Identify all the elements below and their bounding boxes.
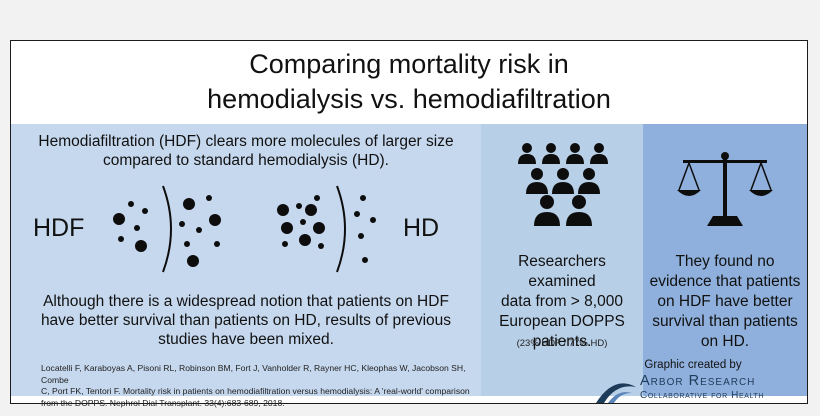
molecule-dot bbox=[206, 195, 212, 201]
study-split-note: (23% HDF / 77% HD) bbox=[516, 338, 608, 349]
molecule-dot bbox=[299, 234, 311, 246]
molecule-dot bbox=[300, 219, 306, 225]
title-line-2: hemodialysis vs. hemodiafiltration bbox=[207, 84, 611, 114]
citation-line-3: from the DOPPS. Nephrol Dial Transplant.… bbox=[41, 397, 285, 408]
findings-line-2: evidence that patients bbox=[649, 273, 801, 290]
molecule-dot bbox=[209, 214, 221, 226]
outro-line-3: studies have been mixed. bbox=[158, 331, 334, 348]
molecule-dot bbox=[118, 236, 124, 242]
molecule-dot bbox=[318, 243, 324, 249]
molecule-dot bbox=[362, 257, 368, 263]
arbor-research-logo: Arbor Research Collaborative for Health bbox=[594, 373, 794, 403]
molecule-dot bbox=[370, 217, 376, 223]
hd-molecule-diagram bbox=[269, 184, 389, 274]
study-line-2: data from > 8,000 bbox=[501, 293, 623, 310]
outro-line-2: have better survival than patients on HD… bbox=[40, 312, 452, 329]
intro-line-2: compared to standard hemodialysis (HD). bbox=[102, 152, 389, 169]
logo-org-name: Arbor Research bbox=[640, 373, 756, 389]
molecule-dot bbox=[214, 241, 220, 247]
molecule-dot bbox=[360, 195, 366, 201]
outro-text: Although there is a widespread notion th… bbox=[11, 292, 481, 349]
findings-line-1: They found no bbox=[675, 253, 775, 270]
study-data-panel: Researchers examined data from > 8,000 E… bbox=[481, 124, 643, 396]
study-description: Researchers examined data from > 8,000 E… bbox=[485, 252, 639, 352]
molecule-dot bbox=[135, 240, 147, 252]
molecule-dot bbox=[281, 222, 293, 234]
intro-text: Hemodiafiltration (HDF) clears more mole… bbox=[11, 132, 481, 170]
infographic-frame: Comparing mortality risk in hemodialysis… bbox=[10, 40, 808, 408]
citation: Locatelli F, Karaboyas A, Pisoni RL, Rob… bbox=[41, 363, 471, 409]
molecule-dot bbox=[113, 213, 125, 225]
molecule-dot bbox=[196, 227, 202, 233]
molecule-dot bbox=[183, 198, 195, 210]
people-group-icon bbox=[515, 140, 611, 237]
findings-line-3: on HDF have better bbox=[657, 293, 793, 310]
molecule-dot bbox=[282, 241, 288, 247]
findings-line-5: on HD. bbox=[700, 333, 750, 350]
arc-logo-icon bbox=[596, 383, 636, 403]
molecule-dot bbox=[314, 195, 320, 201]
membrane-line bbox=[336, 185, 346, 273]
citation-line-1: Locatelli F, Karaboyas A, Pisoni RL, Rob… bbox=[41, 363, 466, 385]
balance-scale-icon bbox=[677, 150, 773, 235]
main-panel: Hemodiafiltration (HDF) clears more mole… bbox=[11, 124, 481, 396]
citation-line-2: C, Port FK, Tentori F. Mortality risk in… bbox=[41, 386, 470, 396]
findings-line-4: survival than patients bbox=[652, 313, 798, 330]
molecule-dot bbox=[305, 204, 317, 216]
infographic-title: Comparing mortality risk in hemodialysis… bbox=[11, 47, 807, 117]
molecule-dot bbox=[128, 201, 134, 207]
molecule-dot bbox=[313, 222, 325, 234]
molecule-dot bbox=[184, 241, 190, 247]
findings-panel: They found no evidence that patients on … bbox=[643, 124, 807, 396]
molecule-dot bbox=[354, 211, 360, 217]
molecule-dot bbox=[134, 225, 140, 231]
membrane-line bbox=[162, 185, 172, 273]
study-line-3: European DOPPS bbox=[499, 313, 625, 330]
molecule-dot bbox=[179, 221, 185, 227]
outro-line-1: Although there is a widespread notion th… bbox=[43, 293, 449, 310]
title-line-1: Comparing mortality risk in bbox=[249, 49, 569, 79]
credit-label: Graphic created by bbox=[644, 359, 742, 371]
findings-text: They found no evidence that patients on … bbox=[647, 252, 803, 352]
intro-line-1: Hemodiafiltration (HDF) clears more mole… bbox=[38, 133, 454, 150]
study-line-1: Researchers examined bbox=[518, 253, 606, 290]
hdf-molecule-diagram bbox=[109, 184, 229, 274]
hd-label: HD bbox=[403, 214, 440, 242]
molecule-dot bbox=[358, 233, 364, 239]
logo-org-subtitle: Collaborative for Health bbox=[640, 390, 764, 401]
molecule-dot bbox=[142, 208, 148, 214]
hdf-label: HDF bbox=[33, 214, 85, 242]
molecule-dot bbox=[187, 255, 199, 267]
study-line-4: patients. bbox=[532, 333, 592, 350]
molecule-dot bbox=[296, 203, 302, 209]
molecule-dot bbox=[277, 204, 289, 216]
